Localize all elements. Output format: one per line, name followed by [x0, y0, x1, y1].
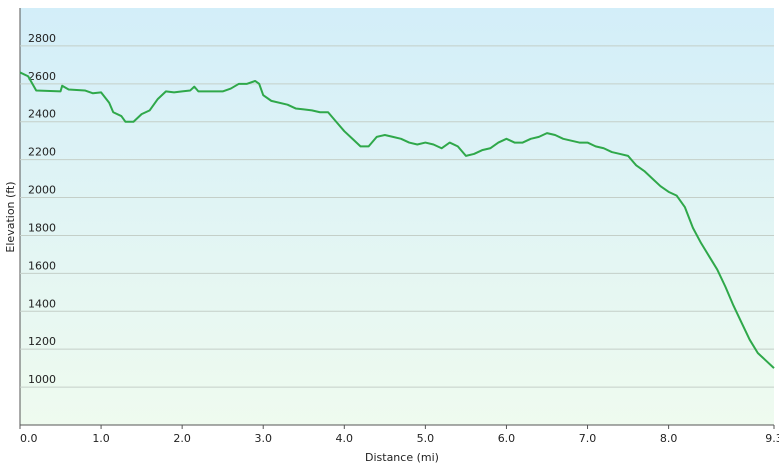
y-tick-label: 1000	[28, 373, 56, 386]
y-tick-label: 2000	[28, 184, 56, 197]
y-tick-label: 1400	[28, 297, 56, 310]
y-tick-label: 1200	[28, 335, 56, 348]
y-tick-label: 1600	[28, 259, 56, 272]
y-tick-label: 2200	[28, 146, 56, 159]
x-tick-label: 1.0	[92, 432, 110, 445]
x-tick-label: 7.0	[579, 432, 597, 445]
y-tick-label: 2600	[28, 70, 56, 83]
x-tick-label: 6.0	[498, 432, 516, 445]
y-tick-label: 2400	[28, 108, 56, 121]
x-tick-label: 4.0	[336, 432, 354, 445]
x-tick-label: 0.0	[20, 432, 38, 445]
y-tick-label: 2800	[28, 32, 56, 45]
x-tick-label: 8.0	[660, 432, 678, 445]
x-tick-label: 9.3	[765, 432, 779, 445]
y-axis-title: Elevation (ft)	[4, 181, 17, 252]
x-tick-label: 2.0	[173, 432, 191, 445]
x-axis-title: Distance (mi)	[365, 451, 439, 464]
x-tick-label: 5.0	[417, 432, 435, 445]
y-tick-label: 1800	[28, 221, 56, 234]
plot-area	[20, 8, 774, 425]
x-tick-label: 3.0	[254, 432, 272, 445]
elevation-line	[19, 71, 775, 369]
